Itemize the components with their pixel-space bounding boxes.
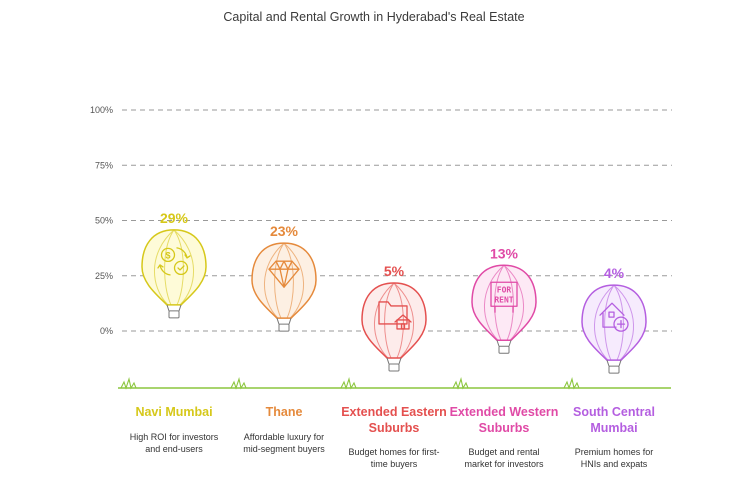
diamond-icon: [268, 260, 300, 288]
svg-text:$: $: [165, 250, 170, 260]
value-label: 29%: [160, 210, 189, 226]
money-exchange-icon: $: [157, 247, 191, 276]
balloon: $29%: [141, 210, 207, 319]
category-label: Thane: [265, 405, 303, 419]
value-label: 13%: [490, 245, 519, 261]
balloon-basket: [498, 345, 510, 354]
balloon-seams: [484, 264, 524, 341]
folder-home-icon: [378, 301, 412, 330]
category-description: Premium homes for HNIs and expats: [574, 447, 654, 469]
category-description: Budget and rental market for investors: [464, 447, 544, 469]
grass-tuft: [230, 376, 247, 390]
category-description: High ROI for investors and end-users: [129, 431, 219, 454]
balloon-ropes: [166, 304, 182, 312]
balloon: 23%: [251, 223, 317, 332]
balloon-ropes: [276, 318, 292, 325]
balloon-basket: [168, 310, 180, 319]
chart-title: Capital and Rental Growth in Hyderabad's…: [223, 10, 524, 24]
balloon-seams: [264, 242, 304, 319]
value-label: 4%: [604, 265, 625, 281]
balloon-envelope: [361, 282, 427, 359]
category-label: South Central Mumbai: [573, 405, 655, 435]
y-tick-label: 50%: [95, 216, 113, 226]
y-tick-label: 25%: [95, 271, 113, 281]
balloon: 5%: [361, 263, 427, 372]
category-description: Budget homes for first-time buyers: [348, 447, 440, 469]
category-label: Navi Mumbai: [135, 405, 213, 419]
grass-tuft: [120, 376, 137, 390]
for-rent-sign-text: RENT: [494, 295, 513, 304]
balloon-basket: [608, 365, 620, 374]
balloon-envelope: [251, 242, 317, 319]
category-label: Extended Eastern Suburbs: [341, 405, 447, 435]
balloon-basket: [278, 323, 290, 332]
balloon-envelope: [471, 264, 537, 342]
for-rent-sign-text: FOR: [497, 285, 512, 294]
balloon-ropes: [606, 360, 622, 367]
balloon-ropes: [496, 340, 512, 347]
y-tick-label: 0%: [100, 326, 113, 336]
ground-line: [118, 376, 671, 390]
value-label: 23%: [270, 223, 299, 239]
category-label: Extended Western Suburbs: [449, 405, 559, 435]
balloon-basket: [388, 363, 400, 372]
house-plus-icon: [599, 302, 629, 332]
balloon-ropes: [386, 357, 402, 365]
value-label: 5%: [384, 263, 405, 279]
grass-tuft: [340, 376, 357, 390]
grass-tuft: [563, 376, 580, 390]
y-tick-label: 100%: [90, 105, 113, 115]
balloon: 4%: [581, 265, 647, 374]
y-tick-label: 75%: [95, 160, 113, 170]
grass-tuft: [452, 376, 469, 390]
category-description: Affordable luxury for mid-segment buyers: [243, 431, 325, 454]
balloon-seams: [594, 284, 634, 361]
